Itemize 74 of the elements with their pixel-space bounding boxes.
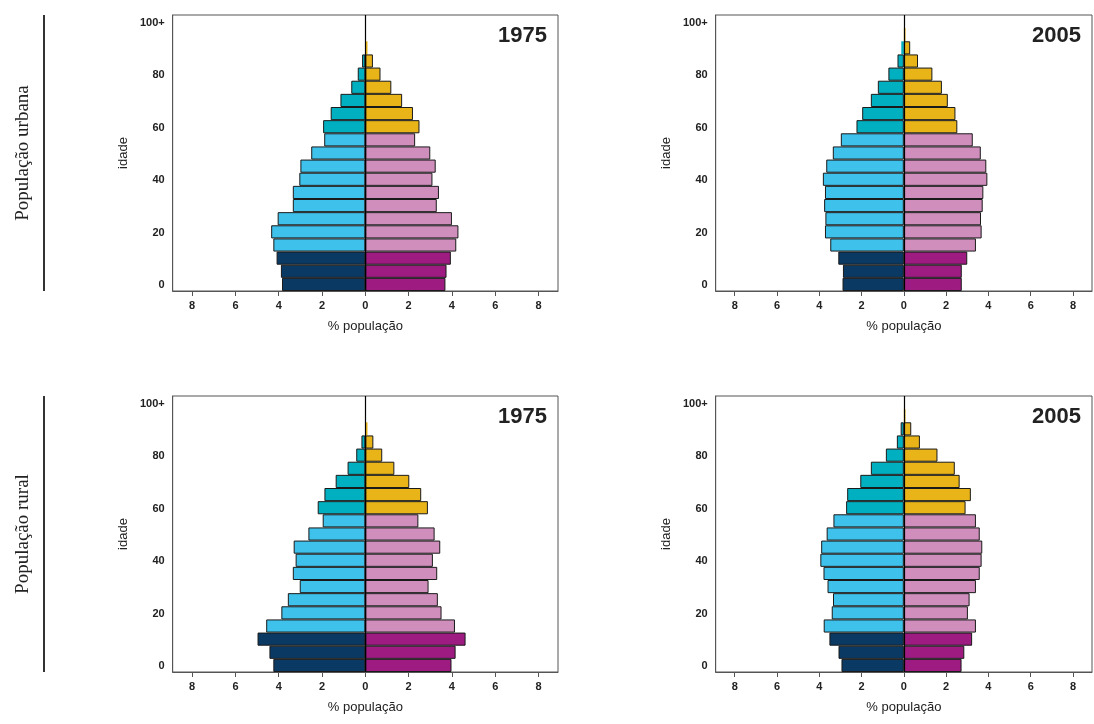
y-tick-label: 100+ [139,396,165,409]
x-tick-label: 0 [362,298,369,311]
y-tick-label: 60 [152,120,165,133]
y-tick-label: 20 [152,606,165,619]
y-tick-label: 0 [158,278,165,291]
x-tick-label: 8 [189,679,196,692]
y-tick-label: 0 [701,278,708,291]
y-axis-title: idade [115,137,130,169]
x-tick-label: 8 [731,298,738,311]
x-tick-label: 8 [189,298,196,311]
x-tick-label: 8 [535,679,542,692]
x-axis-title: % população [327,318,403,333]
x-tick-label: 2 [858,679,865,692]
y-axis-title: idade [115,518,130,550]
y-tick-label: 80 [695,449,708,462]
x-tick-label: 6 [1027,679,1034,692]
x-tick-label: 8 [731,679,738,692]
y-tick-label: 60 [152,501,165,514]
x-tick-label: 6 [492,679,499,692]
y-tick-label: 100+ [139,15,165,28]
y-tick-label: 40 [152,554,165,567]
x-tick-label: 4 [275,679,283,692]
x-tick-label: 4 [985,298,993,311]
x-tick-label: 2 [943,298,950,311]
y-tick-label: 20 [695,606,708,619]
x-tick-label: 0 [900,679,907,692]
x-tick-label: 6 [1027,298,1034,311]
x-tick-label: 6 [492,298,499,311]
x-tick-label: 6 [232,298,239,311]
y-tick-label: 60 [695,120,708,133]
y-tick-label: 80 [152,449,165,462]
x-tick-label: 2 [858,298,865,311]
x-tick-label: 8 [535,298,542,311]
y-axis-title: idade [658,137,673,169]
x-axis-title: % população [327,699,403,714]
y-tick-label: 60 [695,501,708,514]
y-axis-title: idade [658,518,673,550]
x-tick-label: 2 [943,679,950,692]
x-tick-label: 2 [318,679,326,692]
x-tick-label: 0 [362,679,369,692]
chart-title: 2005 [1032,21,1082,47]
x-tick-label: 2 [405,298,412,311]
x-tick-label: 4 [275,298,283,311]
y-tick-label: 40 [152,173,165,186]
x-tick-label: 0 [900,298,907,311]
x-axis-title: % população [866,699,942,714]
y-tick-label: 100+ [682,396,708,409]
text: População urbana [11,85,33,221]
chart-title: 1975 [498,21,548,47]
x-tick-label: 4 [816,298,824,311]
chart-title: 1975 [498,402,548,428]
y-tick-label: 20 [152,225,165,238]
chart-title: 2005 [1032,402,1082,428]
x-tick-label: 8 [1069,298,1077,311]
x-tick-label: 4 [448,298,456,311]
y-tick-label: 80 [695,68,708,81]
y-tick-label: 0 [158,659,165,672]
y-tick-label: 40 [695,554,708,567]
x-tick-label: 2 [318,298,326,311]
text: População rural [11,474,33,594]
x-tick-label: 8 [1069,679,1077,692]
x-tick-label: 6 [232,679,239,692]
x-tick-label: 2 [405,679,412,692]
x-tick-label: 6 [773,679,781,692]
y-tick-label: 80 [152,68,165,81]
x-axis-title: % população [866,318,942,333]
y-tick-label: 100+ [682,15,708,28]
x-tick-label: 4 [985,679,993,692]
y-tick-label: 20 [695,225,708,238]
y-tick-label: 0 [701,659,708,672]
y-tick-label: 40 [695,173,708,186]
x-tick-label: 6 [773,298,781,311]
x-tick-label: 4 [816,679,824,692]
x-tick-label: 4 [448,679,456,692]
